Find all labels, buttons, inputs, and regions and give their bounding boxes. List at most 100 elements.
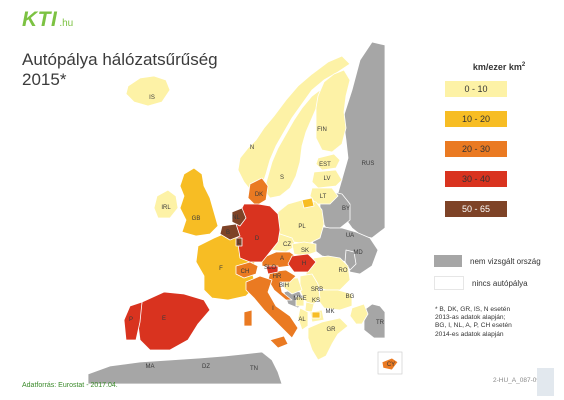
region-sardinia bbox=[243, 309, 253, 327]
country-label-i: I bbox=[272, 306, 274, 312]
region-hungary bbox=[287, 253, 317, 273]
region-estonia bbox=[315, 153, 341, 171]
legend: km/ezer km2 0 - 10 10 - 20 20 - 30 30 - … bbox=[432, 62, 556, 231]
country-label-sk: SK bbox=[301, 248, 309, 254]
country-label-est: EST bbox=[319, 162, 331, 168]
region-luxembourg bbox=[235, 237, 243, 247]
region-finland bbox=[315, 69, 351, 153]
footnote-line-4: 2014-es adatok alapján bbox=[435, 330, 504, 338]
region-great-britain bbox=[179, 167, 219, 237]
legend-unit-text: km/ezer km bbox=[472, 62, 522, 72]
region-bulgaria bbox=[317, 289, 353, 311]
country-label-cy: CY bbox=[387, 362, 395, 368]
country-label-mk: MK bbox=[326, 309, 335, 315]
country-label-tr: TR bbox=[376, 320, 385, 326]
region-croatia bbox=[267, 269, 297, 301]
country-label-pl: PL bbox=[298, 224, 306, 230]
title-line-1: Autópálya hálózatsűrűség bbox=[22, 50, 218, 69]
region-moldova bbox=[344, 249, 357, 271]
region-montenegro bbox=[295, 295, 305, 307]
region-sicily bbox=[269, 335, 289, 349]
country-label-e: E bbox=[162, 316, 166, 322]
kti-logo: KTI .hu bbox=[22, 8, 73, 32]
country-label-bg: BG bbox=[346, 294, 355, 300]
country-label-al: AL bbox=[298, 317, 306, 323]
region-ireland bbox=[153, 189, 179, 219]
country-label-bih: BIH bbox=[279, 283, 289, 289]
country-label-a: A bbox=[280, 256, 284, 262]
region-turkey bbox=[363, 303, 386, 339]
region-italy bbox=[245, 275, 299, 339]
country-label-ks: KS bbox=[312, 298, 320, 304]
map-title: Autópálya hálózatsűrűség 2015* bbox=[22, 50, 218, 90]
country-label-rus: RUS bbox=[362, 161, 375, 167]
legend-not-examined-label: nem vizsgált ország bbox=[470, 256, 541, 266]
logo-text: KTI bbox=[22, 8, 58, 31]
region-greece bbox=[307, 317, 349, 361]
country-label-md: MD bbox=[353, 250, 363, 256]
source-note: Adatforrás: Eurostat - 2017.04. bbox=[22, 382, 118, 389]
country-label-lv: LV bbox=[324, 176, 331, 182]
region-denmark bbox=[247, 177, 269, 207]
region-iceland bbox=[125, 75, 171, 107]
legend-swatch-10-20: 10 - 20 bbox=[445, 111, 507, 127]
region-lithuania bbox=[309, 187, 339, 205]
country-label-ma: MA bbox=[146, 364, 155, 370]
country-label-ua: UA bbox=[346, 233, 354, 239]
country-label-srb: SRB bbox=[311, 287, 323, 293]
footnote-line-3: BG, I, NL, A, P, CH esetén bbox=[435, 322, 512, 330]
country-label-is: IS bbox=[149, 95, 155, 101]
region-belgium bbox=[219, 223, 241, 241]
region-turkey-eu bbox=[349, 303, 369, 325]
logo-tld: .hu bbox=[59, 18, 74, 29]
region-slovenia bbox=[265, 265, 279, 275]
country-label-ch: CH bbox=[241, 269, 250, 275]
country-label-b: B bbox=[226, 230, 230, 236]
country-label-mne: MNE bbox=[293, 296, 306, 302]
region-slovakia bbox=[291, 241, 317, 257]
country-label-lt: LT bbox=[320, 194, 327, 200]
country-label-irl: IRL bbox=[161, 205, 171, 211]
footnote-line-2: 2013-as adatok alapján; bbox=[435, 314, 506, 322]
figure-code: 2-HU_A_087-09 bbox=[493, 377, 540, 384]
legend-unit-sup: 2 bbox=[521, 62, 526, 68]
country-label-dk: DK bbox=[255, 192, 263, 198]
country-label-fin: FIN bbox=[317, 127, 327, 133]
country-label-s: S bbox=[280, 175, 284, 181]
country-label-ro: RO bbox=[339, 268, 348, 274]
country-label-d: D bbox=[255, 236, 260, 242]
region-netherlands bbox=[231, 207, 247, 227]
country-label-tn: TN bbox=[250, 366, 258, 372]
country-label-gb: GB bbox=[192, 216, 201, 222]
legend-swatch-0-10: 0 - 10 bbox=[445, 81, 507, 97]
region-latvia bbox=[311, 169, 343, 189]
footnote: * B, DK, GR, IS, N esetén 2013-as adatok… bbox=[435, 306, 553, 339]
country-label-dz: DZ bbox=[202, 364, 210, 370]
legend-swatch-20-30: 20 - 30 bbox=[445, 141, 507, 157]
region-lithuania-accent bbox=[301, 197, 315, 209]
legend-not-examined: nem vizsgált ország bbox=[434, 255, 541, 267]
legend-swatch-30-40: 30 - 40 bbox=[445, 171, 507, 187]
country-label-hr: HR bbox=[273, 274, 282, 280]
legend-no-motorway: nincs autópálya bbox=[434, 276, 528, 290]
corner-mark bbox=[537, 368, 554, 396]
cyprus-inset-frame bbox=[377, 351, 403, 375]
region-norway bbox=[237, 55, 351, 193]
country-label-gr: GR bbox=[327, 327, 337, 333]
country-label-n: N bbox=[250, 145, 254, 151]
region-cyprus bbox=[381, 357, 399, 371]
region-albania bbox=[297, 307, 309, 331]
region-serbia bbox=[299, 273, 321, 307]
region-north-africa bbox=[87, 351, 283, 385]
legend-unit: km/ezer km2 bbox=[432, 62, 556, 72]
country-label-by: BY bbox=[342, 206, 350, 212]
country-label-p: P bbox=[129, 317, 133, 323]
country-label-nl: NL bbox=[232, 215, 240, 221]
region-portugal bbox=[123, 301, 143, 341]
legend-swatch-50-65: 50 - 65 bbox=[445, 201, 507, 217]
legend-gray-box bbox=[434, 255, 462, 267]
legend-no-motorway-label: nincs autópálya bbox=[472, 278, 528, 288]
footnote-line-1: * B, DK, GR, IS, N esetén bbox=[435, 306, 511, 313]
region-ukraine bbox=[311, 225, 379, 275]
